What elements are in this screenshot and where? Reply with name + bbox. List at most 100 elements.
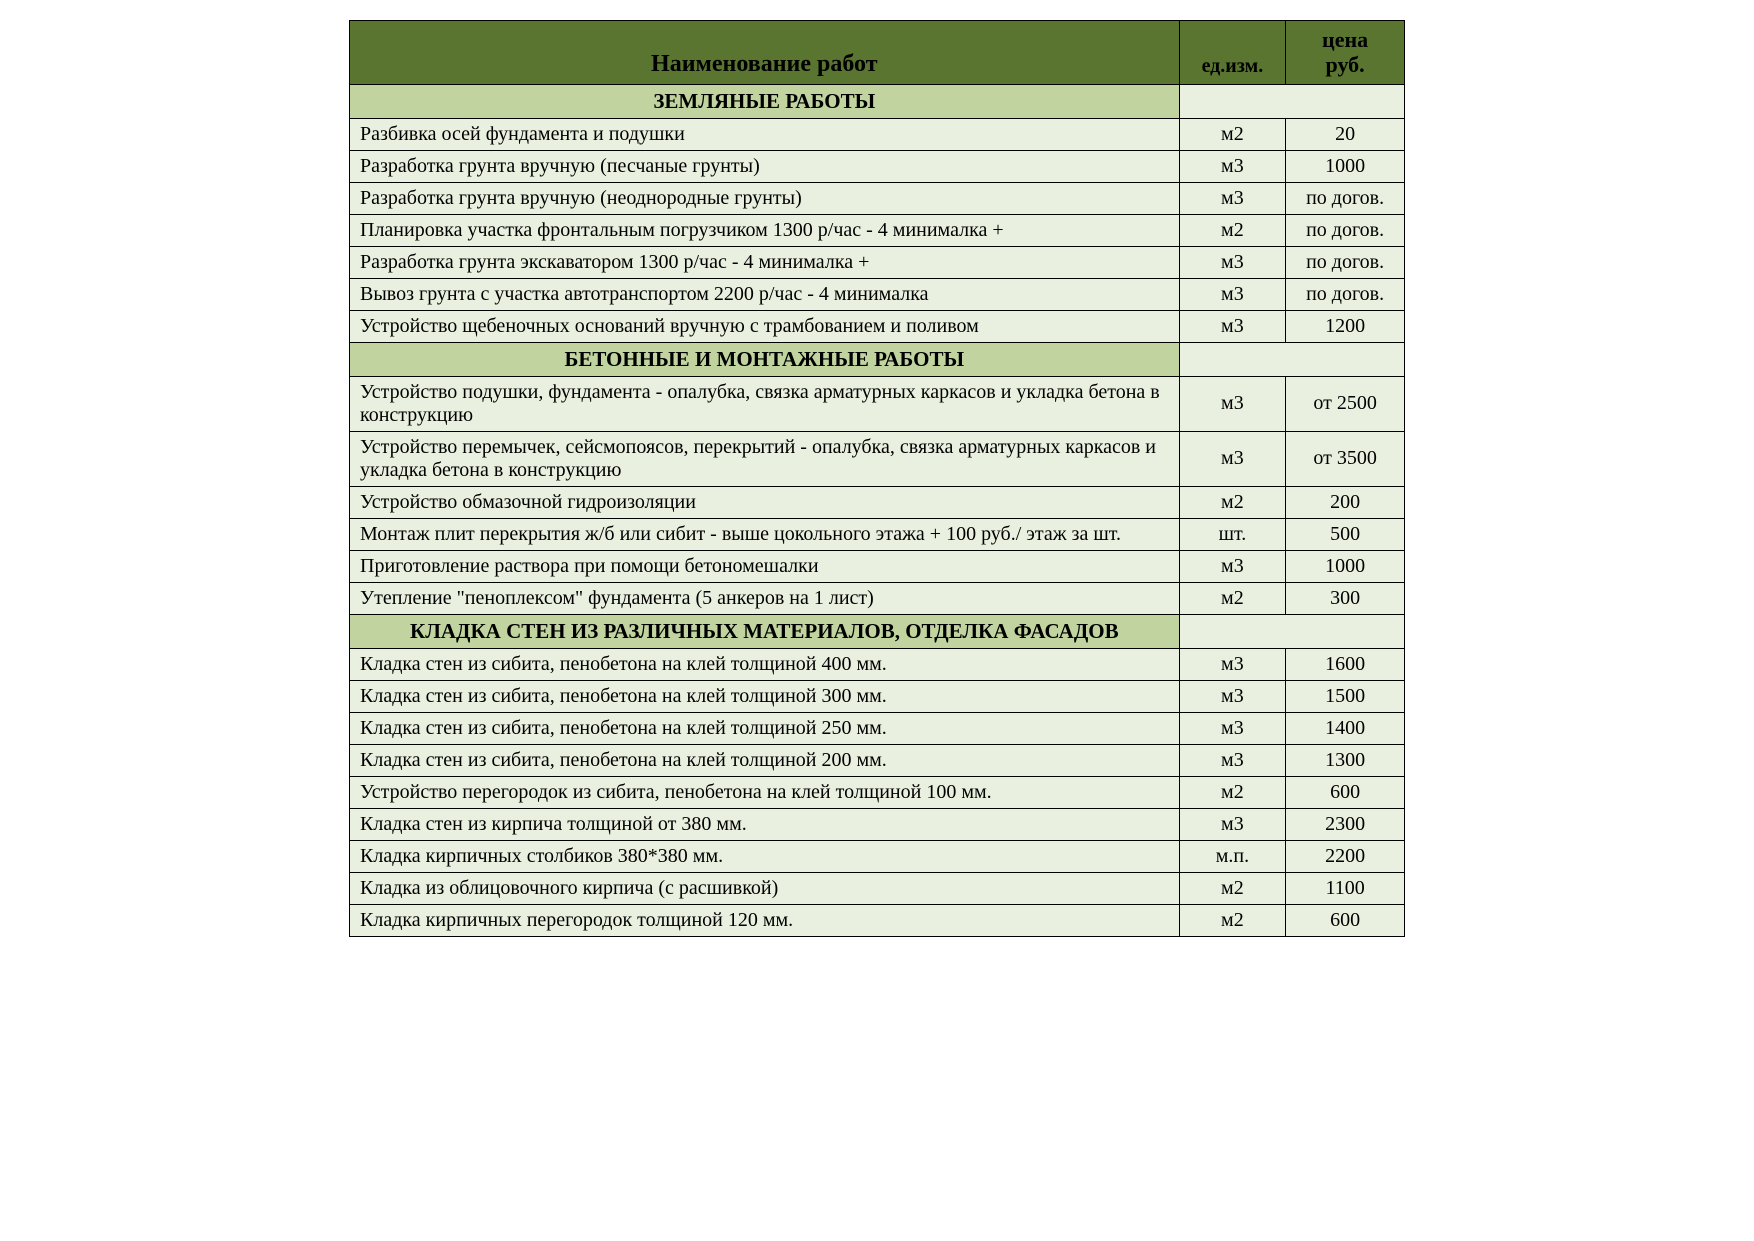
unit-cell: м3 (1179, 376, 1286, 431)
unit-cell: м2 (1179, 872, 1286, 904)
price-cell: по догов. (1286, 214, 1405, 246)
price-cell: 600 (1286, 776, 1405, 808)
work-name-cell: Разработка грунта вручную (песчаные грун… (350, 150, 1180, 182)
table-row: Устройство перемычек, сейсмопоясов, пере… (350, 431, 1405, 486)
section-row: БЕТОННЫЕ И МОНТАЖНЫЕ РАБОТЫ (350, 342, 1405, 376)
price-cell: 1200 (1286, 310, 1405, 342)
table-row: Разработка грунта экскаватором 1300 р/ча… (350, 246, 1405, 278)
price-cell: 500 (1286, 518, 1405, 550)
price-cell: от 3500 (1286, 431, 1405, 486)
header-price-column: цена руб. (1286, 21, 1405, 85)
work-name-cell: Устройство перемычек, сейсмопоясов, пере… (350, 431, 1180, 486)
price-cell: 1400 (1286, 712, 1405, 744)
unit-cell: м3 (1179, 431, 1286, 486)
section-title: ЗЕМЛЯНЫЕ РАБОТЫ (350, 84, 1180, 118)
unit-cell: м3 (1179, 150, 1286, 182)
unit-cell: м2 (1179, 582, 1286, 614)
table-row: Планировка участка фронтальным погрузчик… (350, 214, 1405, 246)
table-row: Устройство щебеночных оснований вручную … (350, 310, 1405, 342)
work-name-cell: Утепление "пеноплексом" фундамента (5 ан… (350, 582, 1180, 614)
table-header: Наименование работ ед.изм. цена руб. (350, 21, 1405, 85)
table-row: Устройство обмазочной гидроизоляциим2200 (350, 486, 1405, 518)
unit-cell: м3 (1179, 182, 1286, 214)
price-cell: 1000 (1286, 150, 1405, 182)
unit-cell: м3 (1179, 680, 1286, 712)
price-cell: 20 (1286, 118, 1405, 150)
table-row: Кладка кирпичных столбиков 380*380 мм.м.… (350, 840, 1405, 872)
section-empty-cell (1179, 342, 1404, 376)
work-name-cell: Устройство перегородок из сибита, пенобе… (350, 776, 1180, 808)
section-title: КЛАДКА СТЕН ИЗ РАЗЛИЧНЫХ МАТЕРИАЛОВ, ОТД… (350, 614, 1180, 648)
price-cell: 1000 (1286, 550, 1405, 582)
unit-cell: м2 (1179, 776, 1286, 808)
unit-cell: м2 (1179, 486, 1286, 518)
table-row: Кладка стен из сибита, пенобетона на кле… (350, 680, 1405, 712)
work-name-cell: Устройство щебеночных оснований вручную … (350, 310, 1180, 342)
price-cell: по догов. (1286, 246, 1405, 278)
table-row: Монтаж плит перекрытия ж/б или сибит - в… (350, 518, 1405, 550)
price-cell: по догов. (1286, 182, 1405, 214)
work-name-cell: Разработка грунта экскаватором 1300 р/ча… (350, 246, 1180, 278)
table-row: Приготовление раствора при помощи бетоно… (350, 550, 1405, 582)
unit-cell: м3 (1179, 550, 1286, 582)
unit-cell: м.п. (1179, 840, 1286, 872)
work-name-cell: Вывоз грунта с участка автотранспортом 2… (350, 278, 1180, 310)
work-name-cell: Кладка кирпичных перегородок толщиной 12… (350, 904, 1180, 936)
price-cell: 300 (1286, 582, 1405, 614)
price-cell: 1500 (1286, 680, 1405, 712)
work-name-cell: Планировка участка фронтальным погрузчик… (350, 214, 1180, 246)
header-name-column: Наименование работ (350, 21, 1180, 85)
table-row: Кладка стен из сибита, пенобетона на кле… (350, 648, 1405, 680)
table-row: Утепление "пеноплексом" фундамента (5 ан… (350, 582, 1405, 614)
header-row: Наименование работ ед.изм. цена руб. (350, 21, 1405, 85)
work-name-cell: Кладка стен из сибита, пенобетона на кле… (350, 648, 1180, 680)
unit-cell: м3 (1179, 808, 1286, 840)
price-cell: от 2500 (1286, 376, 1405, 431)
unit-cell: м3 (1179, 648, 1286, 680)
table-row: Кладка из облицовочного кирпича (с расши… (350, 872, 1405, 904)
work-name-cell: Монтаж плит перекрытия ж/б или сибит - в… (350, 518, 1180, 550)
work-name-cell: Кладка стен из кирпича толщиной от 380 м… (350, 808, 1180, 840)
work-name-cell: Кладка кирпичных столбиков 380*380 мм. (350, 840, 1180, 872)
price-cell: 1600 (1286, 648, 1405, 680)
header-unit-column: ед.изм. (1179, 21, 1286, 85)
price-table: Наименование работ ед.изм. цена руб. ЗЕМ… (349, 20, 1405, 937)
table-body: ЗЕМЛЯНЫЕ РАБОТЫРазбивка осей фундамента … (350, 84, 1405, 936)
work-name-cell: Устройство подушки, фундамента - опалубк… (350, 376, 1180, 431)
table-row: Кладка кирпичных перегородок толщиной 12… (350, 904, 1405, 936)
table-row: Устройство подушки, фундамента - опалубк… (350, 376, 1405, 431)
header-price-line1: цена (1294, 27, 1396, 52)
price-cell: 2300 (1286, 808, 1405, 840)
work-name-cell: Разбивка осей фундамента и подушки (350, 118, 1180, 150)
table-row: Кладка стен из сибита, пенобетона на кле… (350, 744, 1405, 776)
work-name-cell: Устройство обмазочной гидроизоляции (350, 486, 1180, 518)
unit-cell: шт. (1179, 518, 1286, 550)
section-row: ЗЕМЛЯНЫЕ РАБОТЫ (350, 84, 1405, 118)
table-row: Вывоз грунта с участка автотранспортом 2… (350, 278, 1405, 310)
unit-cell: м2 (1179, 904, 1286, 936)
table-row: Устройство перегородок из сибита, пенобе… (350, 776, 1405, 808)
work-name-cell: Кладка стен из сибита, пенобетона на кле… (350, 680, 1180, 712)
unit-cell: м3 (1179, 246, 1286, 278)
section-empty-cell (1179, 84, 1404, 118)
work-name-cell: Кладка стен из сибита, пенобетона на кле… (350, 712, 1180, 744)
price-cell: по догов. (1286, 278, 1405, 310)
table-row: Разбивка осей фундамента и подушким220 (350, 118, 1405, 150)
header-price-line2: руб. (1294, 52, 1396, 77)
work-name-cell: Разработка грунта вручную (неоднородные … (350, 182, 1180, 214)
table-row: Разработка грунта вручную (песчаные грун… (350, 150, 1405, 182)
price-cell: 1100 (1286, 872, 1405, 904)
unit-cell: м3 (1179, 310, 1286, 342)
section-title: БЕТОННЫЕ И МОНТАЖНЫЕ РАБОТЫ (350, 342, 1180, 376)
unit-cell: м2 (1179, 118, 1286, 150)
work-name-cell: Приготовление раствора при помощи бетоно… (350, 550, 1180, 582)
table-row: Разработка грунта вручную (неоднородные … (350, 182, 1405, 214)
unit-cell: м3 (1179, 712, 1286, 744)
price-cell: 1300 (1286, 744, 1405, 776)
section-row: КЛАДКА СТЕН ИЗ РАЗЛИЧНЫХ МАТЕРИАЛОВ, ОТД… (350, 614, 1405, 648)
price-cell: 200 (1286, 486, 1405, 518)
unit-cell: м3 (1179, 278, 1286, 310)
section-empty-cell (1179, 614, 1404, 648)
price-cell: 600 (1286, 904, 1405, 936)
price-cell: 2200 (1286, 840, 1405, 872)
